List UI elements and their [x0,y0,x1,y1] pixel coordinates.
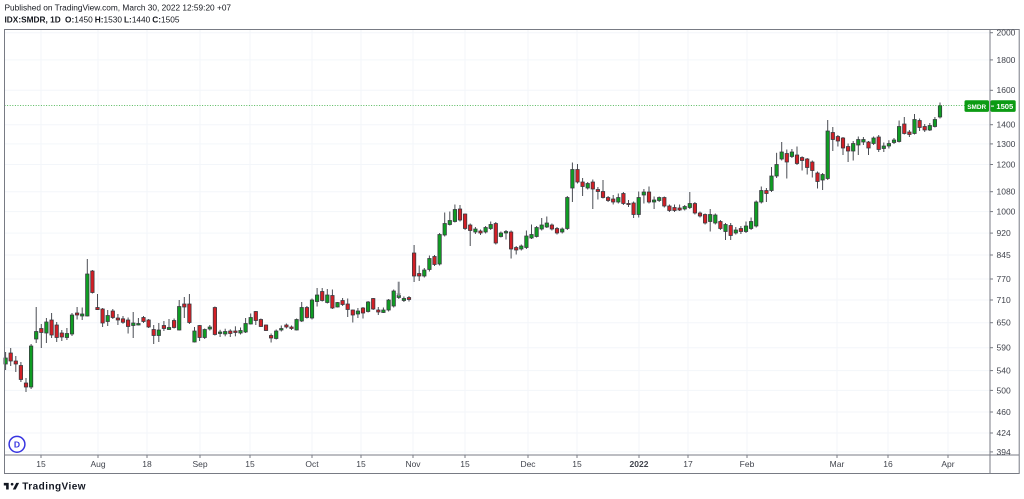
svg-text:Apr: Apr [941,459,954,469]
svg-text:Aug: Aug [90,459,105,469]
svg-text:650: 650 [997,318,1011,328]
svg-text:460: 460 [997,407,1011,417]
svg-text:1080: 1080 [997,187,1016,197]
svg-text:1505: 1505 [996,102,1014,111]
svg-text:18: 18 [142,459,152,469]
svg-text:Mar: Mar [830,459,845,469]
svg-text:15: 15 [36,459,46,469]
svg-text:1000: 1000 [997,207,1016,217]
svg-text:17: 17 [683,459,693,469]
svg-text:770: 770 [997,274,1011,284]
svg-text:424: 424 [997,428,1011,438]
svg-text:540: 540 [997,366,1011,376]
svg-text:SMDR: SMDR [967,104,986,111]
svg-text:920: 920 [997,228,1011,238]
svg-text:394: 394 [997,447,1011,457]
svg-text:1300: 1300 [997,139,1016,149]
svg-text:1400: 1400 [997,120,1016,130]
svg-text:15: 15 [460,459,470,469]
svg-text:Published on TradingView.com,: Published on TradingView.com, March 30, … [5,3,232,13]
svg-text:1600: 1600 [997,85,1016,95]
svg-text:15: 15 [245,459,255,469]
svg-text:15: 15 [572,459,582,469]
svg-text:2000: 2000 [997,28,1016,38]
svg-text:1800: 1800 [997,55,1016,65]
svg-text:Feb: Feb [740,459,755,469]
svg-text:845: 845 [997,250,1011,260]
svg-text:Nov: Nov [405,459,421,469]
svg-text:590: 590 [997,343,1011,353]
svg-text:1200: 1200 [997,159,1016,169]
svg-text:D: D [14,439,20,449]
svg-text:500: 500 [997,385,1011,395]
svg-text:2022: 2022 [630,459,649,469]
svg-text:16: 16 [883,459,893,469]
svg-text:Sep: Sep [192,459,207,469]
svg-text:710: 710 [997,295,1011,305]
svg-text:Oct: Oct [305,459,319,469]
svg-text:Dec: Dec [520,459,536,469]
svg-text:TradingView: TradingView [22,482,86,493]
svg-text:15: 15 [356,459,366,469]
